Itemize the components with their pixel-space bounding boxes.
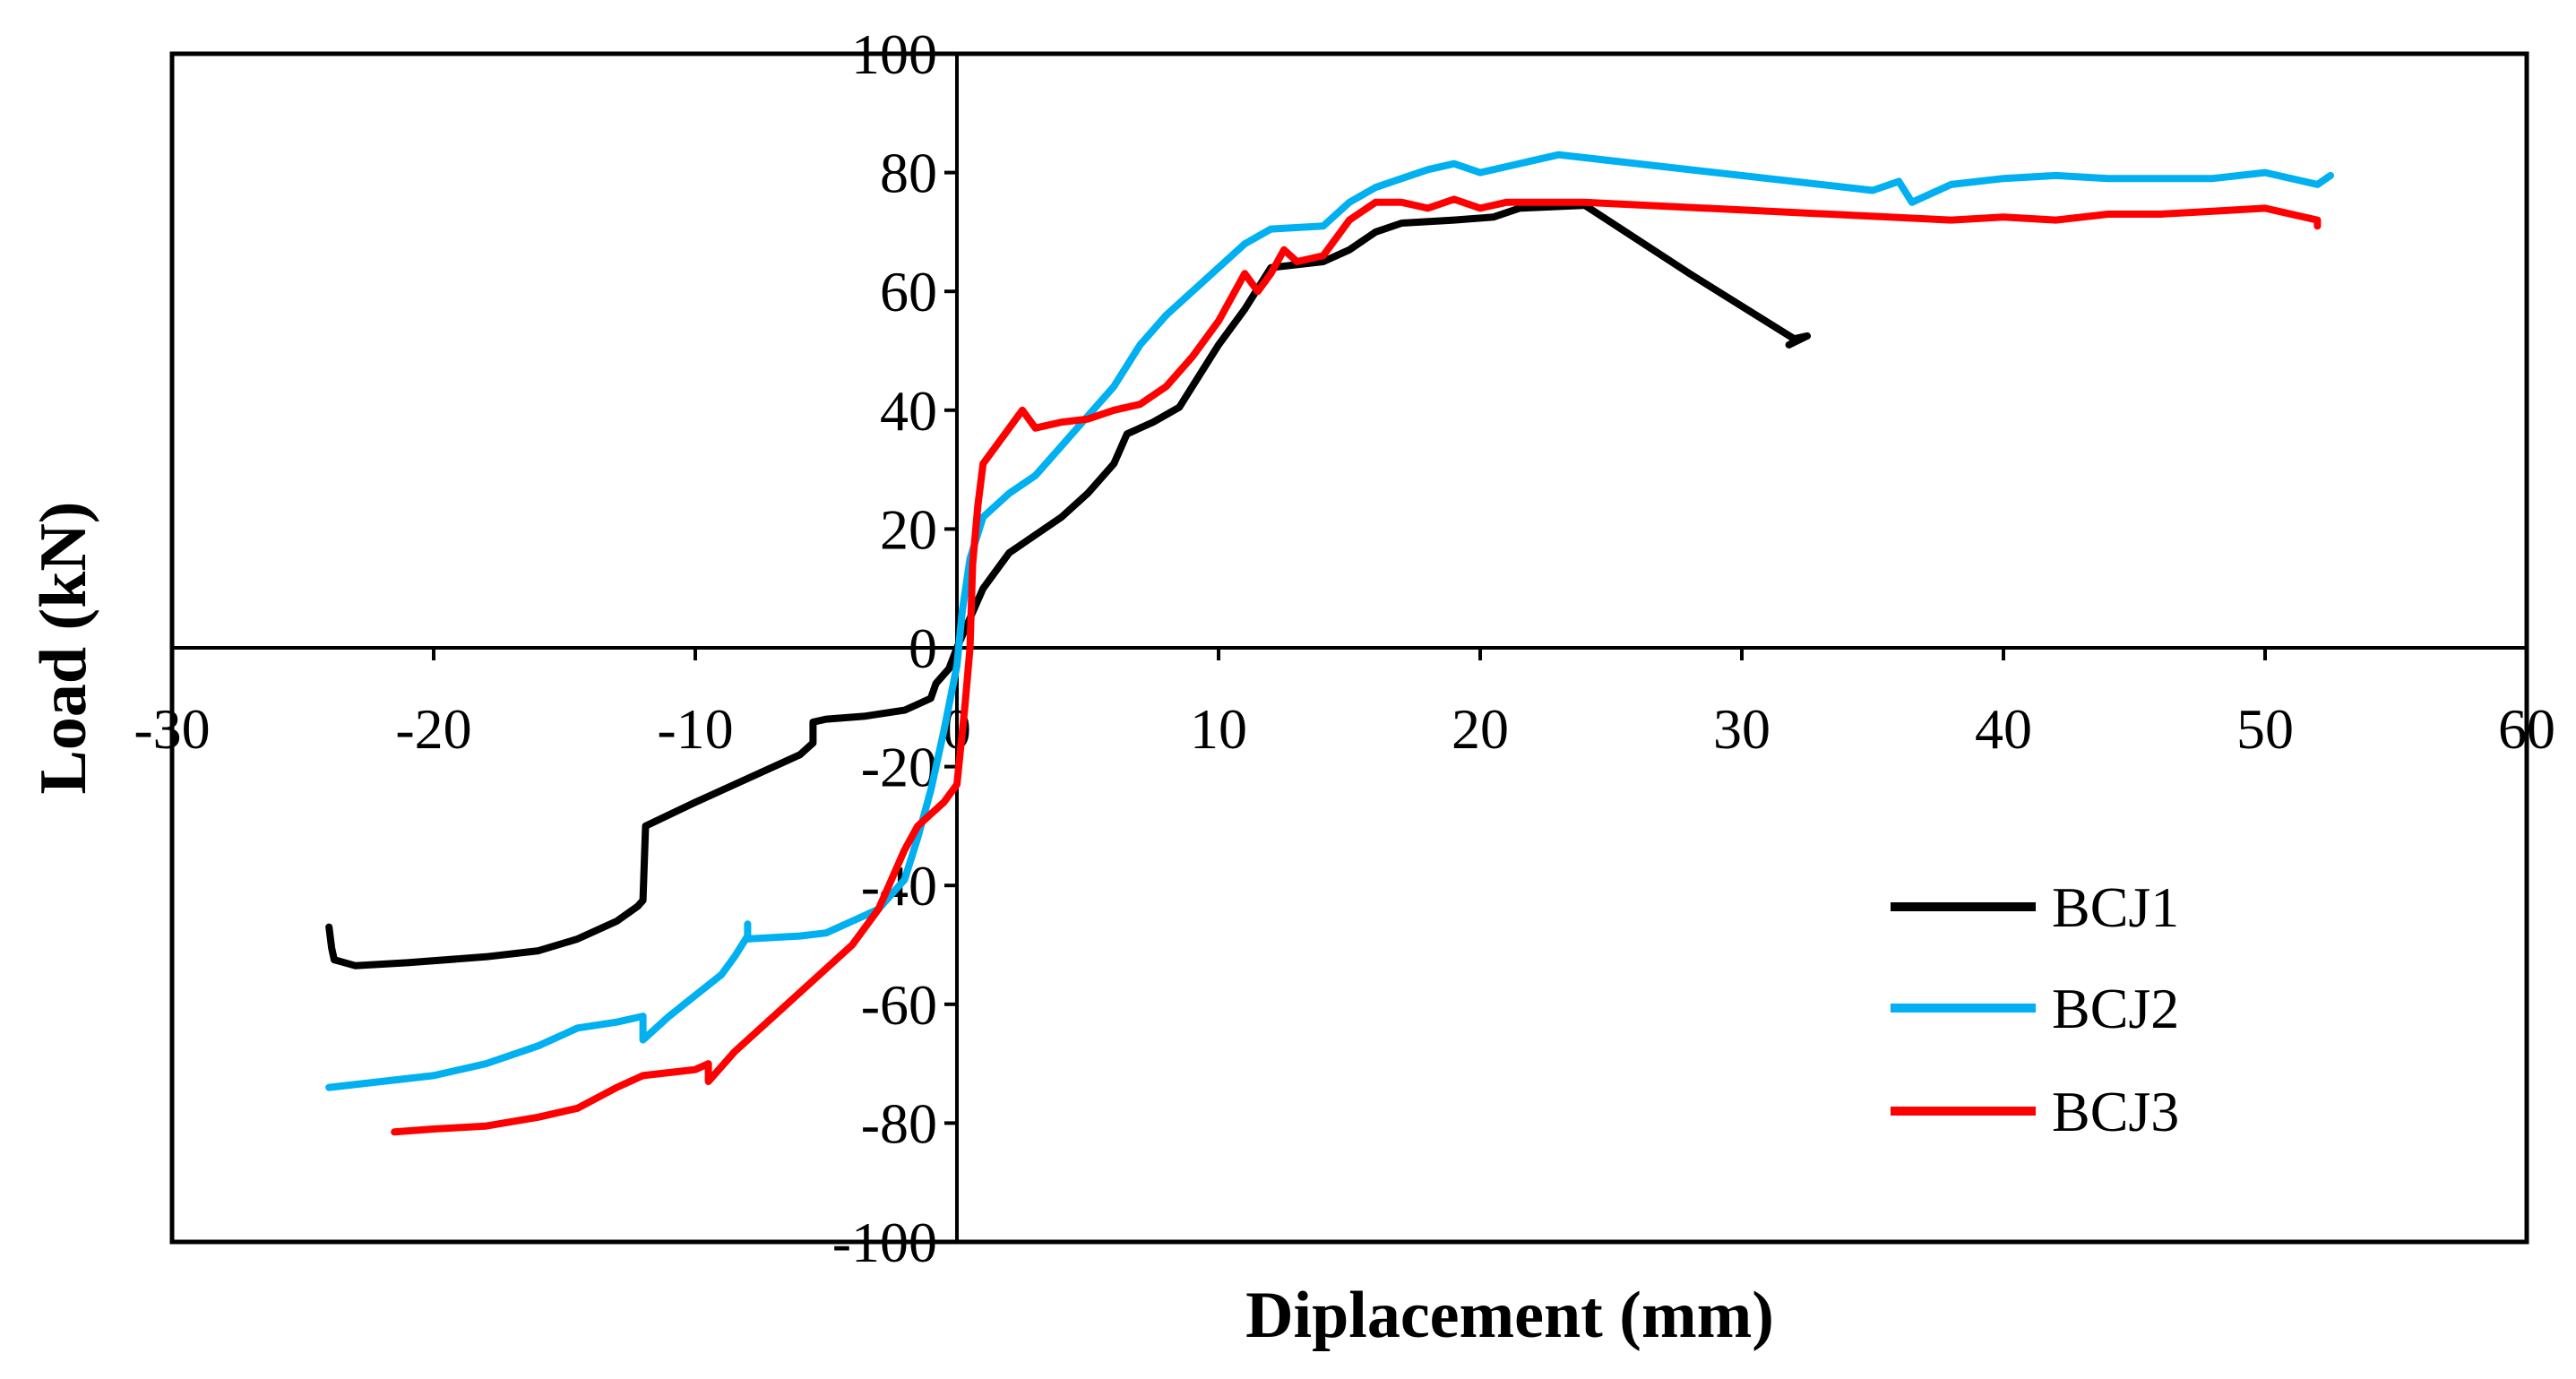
y-tick-label: -20 xyxy=(861,736,937,799)
x-tick-label: 40 xyxy=(1975,697,2032,761)
y-tick-label: 40 xyxy=(880,379,937,443)
series-group xyxy=(325,151,2334,1136)
y-axis-label: Load (kN) xyxy=(27,502,100,795)
x-tick-label: 60 xyxy=(2498,697,2555,761)
series-line-bcj1 xyxy=(325,202,1811,970)
x-tick-label: -20 xyxy=(395,697,471,761)
x-tick-label: 50 xyxy=(2236,697,2294,761)
series-line-bcj2 xyxy=(325,151,2334,1091)
y-tick-label: 0 xyxy=(909,616,937,680)
legend: BCJ1 BCJ2 BCJ3 xyxy=(1891,875,2179,1143)
x-axis-label: Diplacement (mm) xyxy=(1245,1279,1774,1352)
y-tick-label: -60 xyxy=(861,973,937,1037)
series-line-bcj3 xyxy=(391,195,2322,1136)
x-tick-label: -30 xyxy=(134,697,210,761)
x-tick-label: -10 xyxy=(657,697,733,761)
legend-label-bcj2: BCJ2 xyxy=(2052,977,2179,1040)
x-tick-label: 30 xyxy=(1713,697,1770,761)
legend-label-bcj1: BCJ1 xyxy=(2052,875,2179,939)
y-tick-label: 80 xyxy=(880,142,937,205)
y-tick-label: -100 xyxy=(832,1211,937,1274)
y-tick-label: 100 xyxy=(851,22,937,86)
x-tick-label: 10 xyxy=(1190,697,1247,761)
y-tick-label: 20 xyxy=(880,497,937,561)
axes: -30 -20 -10 0 10 20 30 40 50 60100806040200-20-40… xyxy=(134,22,2555,1274)
x-tick-label: 20 xyxy=(1452,697,1509,761)
legend-label-bcj3: BCJ3 xyxy=(2052,1080,2179,1143)
y-tick-label: 60 xyxy=(880,260,937,323)
y-tick-label: -80 xyxy=(861,1091,937,1155)
